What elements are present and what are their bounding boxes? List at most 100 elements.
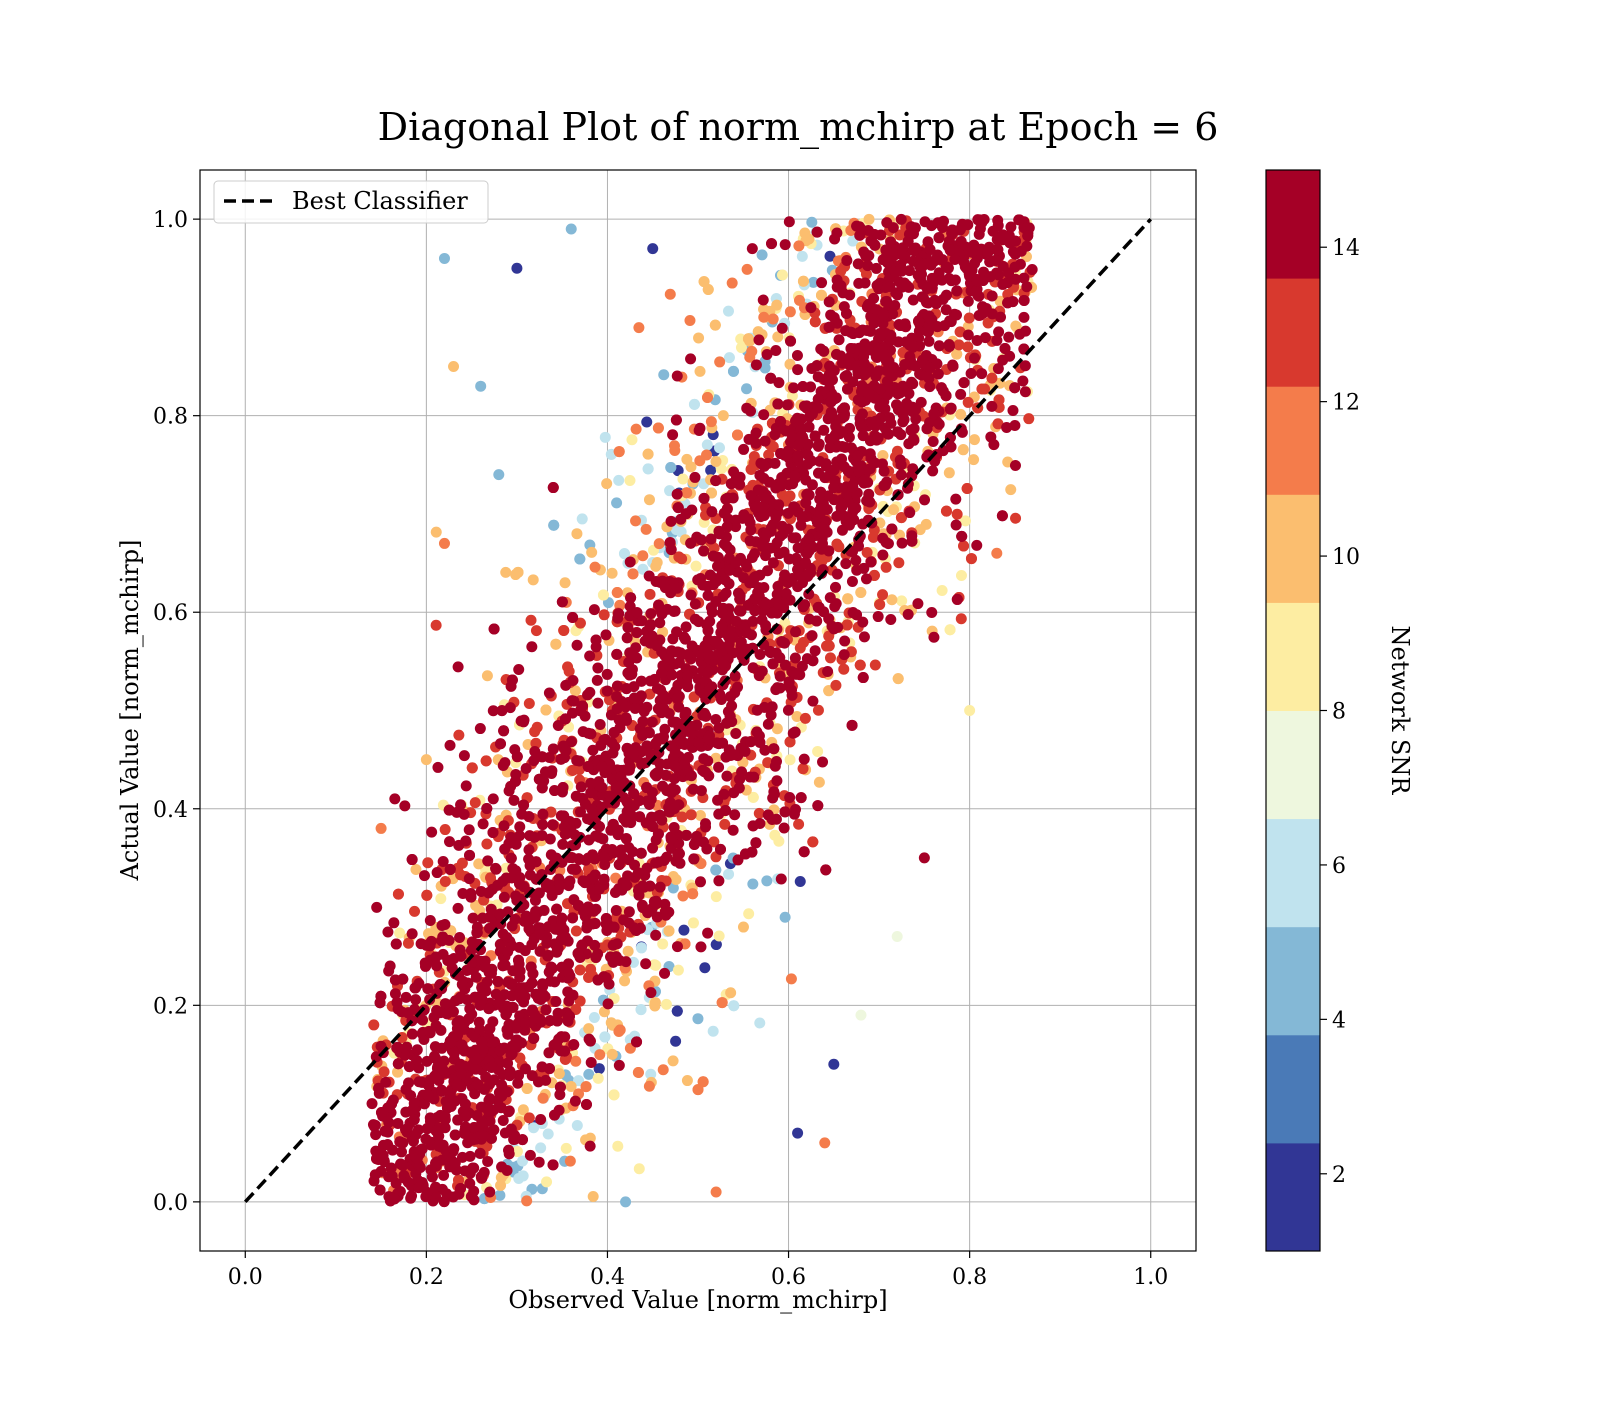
scatter-point	[414, 1144, 426, 1156]
scatter-point	[812, 393, 824, 405]
scatter-point	[689, 613, 701, 625]
scatter-point	[629, 692, 641, 704]
scatter-point	[458, 1127, 470, 1139]
scatter-point	[446, 954, 458, 966]
scatter-point	[389, 793, 401, 805]
scatter-point	[1017, 375, 1029, 387]
scatter-point	[820, 458, 832, 470]
scatter-point	[543, 1047, 555, 1059]
scatter-point	[728, 749, 740, 761]
scatter-point	[986, 290, 998, 302]
scatter-point	[438, 1169, 450, 1181]
scatter-point	[560, 1142, 572, 1154]
scatter-point	[698, 545, 710, 557]
scatter-point	[958, 540, 970, 552]
scatter-point	[548, 785, 560, 797]
scatter-point	[694, 876, 706, 888]
scatter-point	[940, 505, 952, 517]
scatter-point	[682, 649, 694, 661]
scatter-point	[754, 736, 766, 748]
scatter-point	[430, 951, 442, 963]
scatter-point	[807, 276, 819, 288]
scatter-point	[510, 838, 522, 850]
scatter-point	[394, 1136, 406, 1148]
scatter-point	[606, 773, 618, 785]
scatter-point	[877, 450, 889, 462]
scatter-point	[719, 805, 731, 817]
scatter-point	[843, 519, 855, 531]
scatter-point	[406, 1190, 418, 1202]
scatter-point	[784, 306, 796, 318]
scatter-point	[482, 855, 494, 867]
scatter-point	[589, 917, 601, 929]
scatter-point	[374, 1184, 386, 1196]
scatter-point	[594, 1049, 606, 1061]
scatter-point	[702, 733, 714, 745]
scatter-point	[635, 1004, 647, 1016]
scatter-point	[770, 344, 782, 356]
scatter-point	[923, 310, 935, 322]
scatter-point	[687, 888, 699, 900]
scatter-point	[712, 551, 724, 563]
scatter-point	[790, 415, 802, 427]
scatter-point	[842, 593, 854, 605]
scatter-point	[504, 702, 516, 714]
scatter-point	[598, 873, 610, 885]
scatter-point	[887, 308, 899, 320]
scatter-point	[702, 283, 714, 295]
scatter-point	[371, 1153, 383, 1165]
scatter-point	[674, 857, 686, 869]
scatter-point	[883, 412, 895, 424]
scatter-point	[635, 942, 647, 954]
scatter-point	[658, 703, 670, 715]
scatter-point	[842, 465, 854, 477]
scatter-point	[428, 1011, 440, 1023]
scatter-point	[966, 246, 978, 258]
scatter-point	[654, 576, 666, 588]
scatter-point	[494, 1189, 506, 1201]
scatter-point	[650, 737, 662, 749]
scatter-point	[926, 282, 938, 294]
scatter-point	[679, 759, 691, 771]
scatter-point	[582, 813, 594, 825]
scatter-point	[706, 606, 718, 618]
scatter-point	[529, 1009, 541, 1021]
scatter-point	[528, 755, 540, 767]
scatter-point	[797, 275, 809, 287]
colorbar-segment	[1266, 710, 1320, 820]
scatter-point	[553, 1068, 565, 1080]
scatter-point	[665, 833, 677, 845]
scatter-point	[721, 521, 733, 533]
scatter-point	[979, 332, 991, 344]
scatter-point	[549, 1109, 561, 1121]
scatter-point	[1005, 484, 1017, 496]
scatter-point	[906, 535, 918, 547]
scatter-point	[766, 238, 778, 250]
scatter-point	[618, 548, 630, 560]
scatter-point	[630, 515, 642, 527]
scatter-point	[459, 1098, 471, 1110]
scatter-point	[1014, 258, 1026, 270]
scatter-point	[714, 356, 726, 368]
scatter-point	[809, 430, 821, 442]
scatter-point	[850, 554, 862, 566]
scatter-point	[379, 1125, 391, 1137]
scatter-point	[467, 912, 479, 924]
scatter-point	[813, 467, 825, 479]
scatter-point	[507, 1001, 519, 1013]
scatter-point	[483, 1003, 495, 1015]
scatter-point-sample	[1009, 420, 1021, 432]
scatter-point	[484, 1023, 496, 1035]
scatter-point	[624, 647, 636, 659]
scatter-point	[846, 719, 858, 731]
scatter-point	[400, 991, 412, 1003]
scatter-point	[439, 876, 451, 888]
scatter-point	[497, 875, 509, 887]
scatter-point	[665, 461, 677, 473]
scatter-point	[812, 704, 824, 716]
scatter-point	[681, 453, 693, 465]
scatter-point	[514, 821, 526, 833]
scatter-point	[569, 1095, 581, 1107]
scatter-point	[506, 1040, 518, 1052]
